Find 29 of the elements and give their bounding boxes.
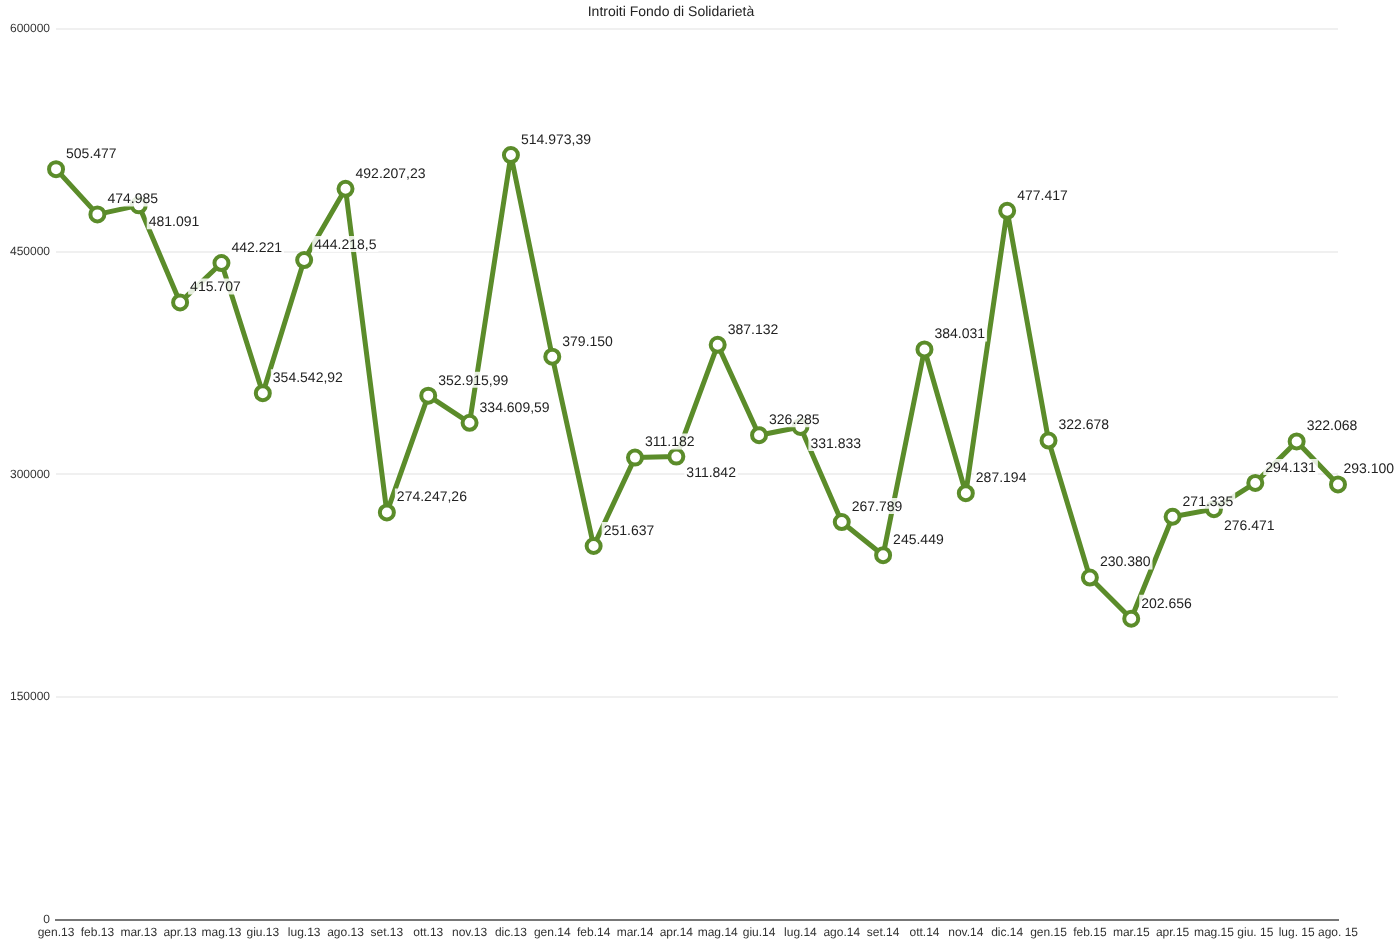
point [1122, 609, 1141, 628]
point [832, 513, 851, 532]
point [419, 386, 438, 405]
point [1080, 568, 1099, 587]
point [915, 340, 934, 359]
point [708, 335, 727, 354]
point [47, 160, 66, 179]
point [543, 347, 562, 366]
point [88, 205, 107, 224]
point [336, 179, 355, 198]
point [1039, 431, 1058, 450]
point [171, 293, 190, 312]
point [253, 384, 272, 403]
point [1246, 473, 1265, 492]
point [956, 484, 975, 503]
point [1329, 475, 1347, 494]
point [998, 201, 1017, 220]
point [212, 254, 231, 273]
point [750, 426, 769, 445]
point [460, 413, 479, 432]
point [295, 251, 314, 270]
point [667, 447, 686, 466]
point [584, 537, 603, 555]
point [501, 146, 520, 165]
point [377, 503, 396, 522]
point [625, 448, 644, 467]
point [1163, 507, 1182, 526]
point [1287, 432, 1306, 451]
point [874, 546, 893, 565]
